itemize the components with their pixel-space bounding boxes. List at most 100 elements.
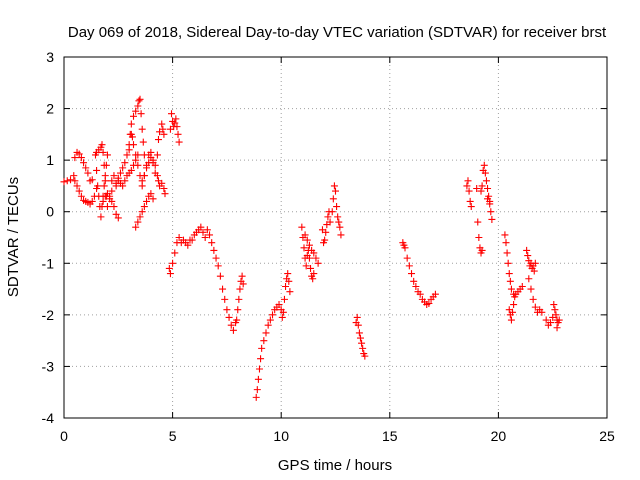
x-tick-label: 5	[169, 428, 177, 444]
data-point	[305, 241, 313, 249]
data-point	[160, 185, 168, 193]
data-point	[134, 161, 142, 169]
data-point	[110, 172, 118, 180]
data-point	[307, 264, 315, 272]
data-point	[206, 231, 214, 239]
data-point	[506, 277, 514, 285]
data-point	[147, 190, 155, 198]
data-point	[121, 177, 129, 185]
data-point	[463, 182, 471, 190]
data-point	[235, 295, 243, 303]
data-point	[477, 187, 485, 195]
data-point	[137, 110, 145, 118]
data-point	[487, 208, 495, 216]
data-point	[84, 169, 92, 177]
data-point	[214, 262, 222, 270]
data-point	[93, 166, 101, 174]
data-point	[138, 208, 146, 216]
data-point	[171, 249, 179, 257]
data-point	[262, 329, 270, 337]
data-point	[286, 288, 294, 296]
data-point	[555, 316, 563, 324]
data-point	[212, 254, 220, 262]
data-point	[112, 210, 120, 218]
data-point	[550, 301, 558, 309]
data-point	[229, 326, 237, 334]
data-point	[305, 254, 313, 262]
data-point	[321, 236, 329, 244]
data-point	[172, 115, 180, 123]
data-point	[208, 239, 216, 247]
data-point	[260, 337, 268, 345]
y-tick-label: -1	[42, 255, 55, 271]
data-point	[108, 177, 116, 185]
data-point	[478, 246, 486, 254]
x-tick-label: 10	[273, 428, 289, 444]
data-point	[298, 223, 306, 231]
data-point	[336, 223, 344, 231]
data-point	[542, 316, 550, 324]
data-point	[158, 120, 166, 128]
data-point	[284, 270, 292, 278]
data-point	[159, 125, 167, 133]
data-point	[465, 187, 473, 195]
data-point	[330, 182, 338, 190]
data-point	[136, 95, 144, 103]
data-point	[326, 218, 334, 226]
data-point	[355, 329, 363, 337]
data-point	[166, 270, 174, 278]
data-point	[507, 285, 515, 293]
data-point	[168, 110, 176, 118]
data-point	[169, 259, 177, 267]
data-point	[88, 197, 96, 205]
data-point	[527, 285, 535, 293]
data-point	[100, 161, 108, 169]
data-point	[354, 321, 362, 329]
data-point	[258, 344, 266, 352]
data-point	[108, 197, 116, 205]
y-tick-label: 2	[46, 101, 54, 117]
x-tick-label: 25	[599, 428, 615, 444]
data-point	[467, 203, 475, 211]
data-point	[328, 208, 336, 216]
data-point	[405, 262, 413, 270]
data-point	[153, 172, 161, 180]
data-point	[98, 141, 106, 149]
data-point	[134, 218, 142, 226]
data-point	[67, 176, 75, 184]
data-point	[509, 308, 517, 316]
x-tick-label: 20	[491, 428, 507, 444]
data-point	[531, 303, 539, 311]
data-points	[60, 95, 563, 401]
data-point	[110, 203, 118, 211]
data-point	[126, 130, 134, 138]
data-point	[478, 182, 486, 190]
data-point	[210, 246, 218, 254]
data-point	[525, 275, 533, 283]
data-point	[127, 166, 135, 174]
data-point	[501, 231, 509, 239]
data-point	[301, 231, 309, 239]
data-point	[130, 112, 138, 120]
data-point	[473, 185, 481, 193]
data-point	[71, 177, 79, 185]
data-point	[103, 151, 111, 159]
data-point	[160, 130, 168, 138]
data-point	[103, 203, 111, 211]
data-point	[125, 146, 133, 154]
data-point	[221, 295, 229, 303]
data-point	[165, 264, 173, 272]
data-point	[80, 159, 88, 167]
data-point	[236, 285, 244, 293]
data-point	[112, 182, 120, 190]
y-tick-label: -3	[42, 358, 55, 374]
data-point	[335, 218, 343, 226]
data-point	[302, 262, 310, 270]
data-point	[132, 223, 140, 231]
data-point	[158, 179, 166, 187]
data-point	[239, 280, 247, 288]
data-point	[280, 295, 288, 303]
y-axis-label: SDTVAR / TECUs	[5, 177, 22, 297]
data-point	[175, 138, 183, 146]
data-point	[475, 234, 483, 241]
